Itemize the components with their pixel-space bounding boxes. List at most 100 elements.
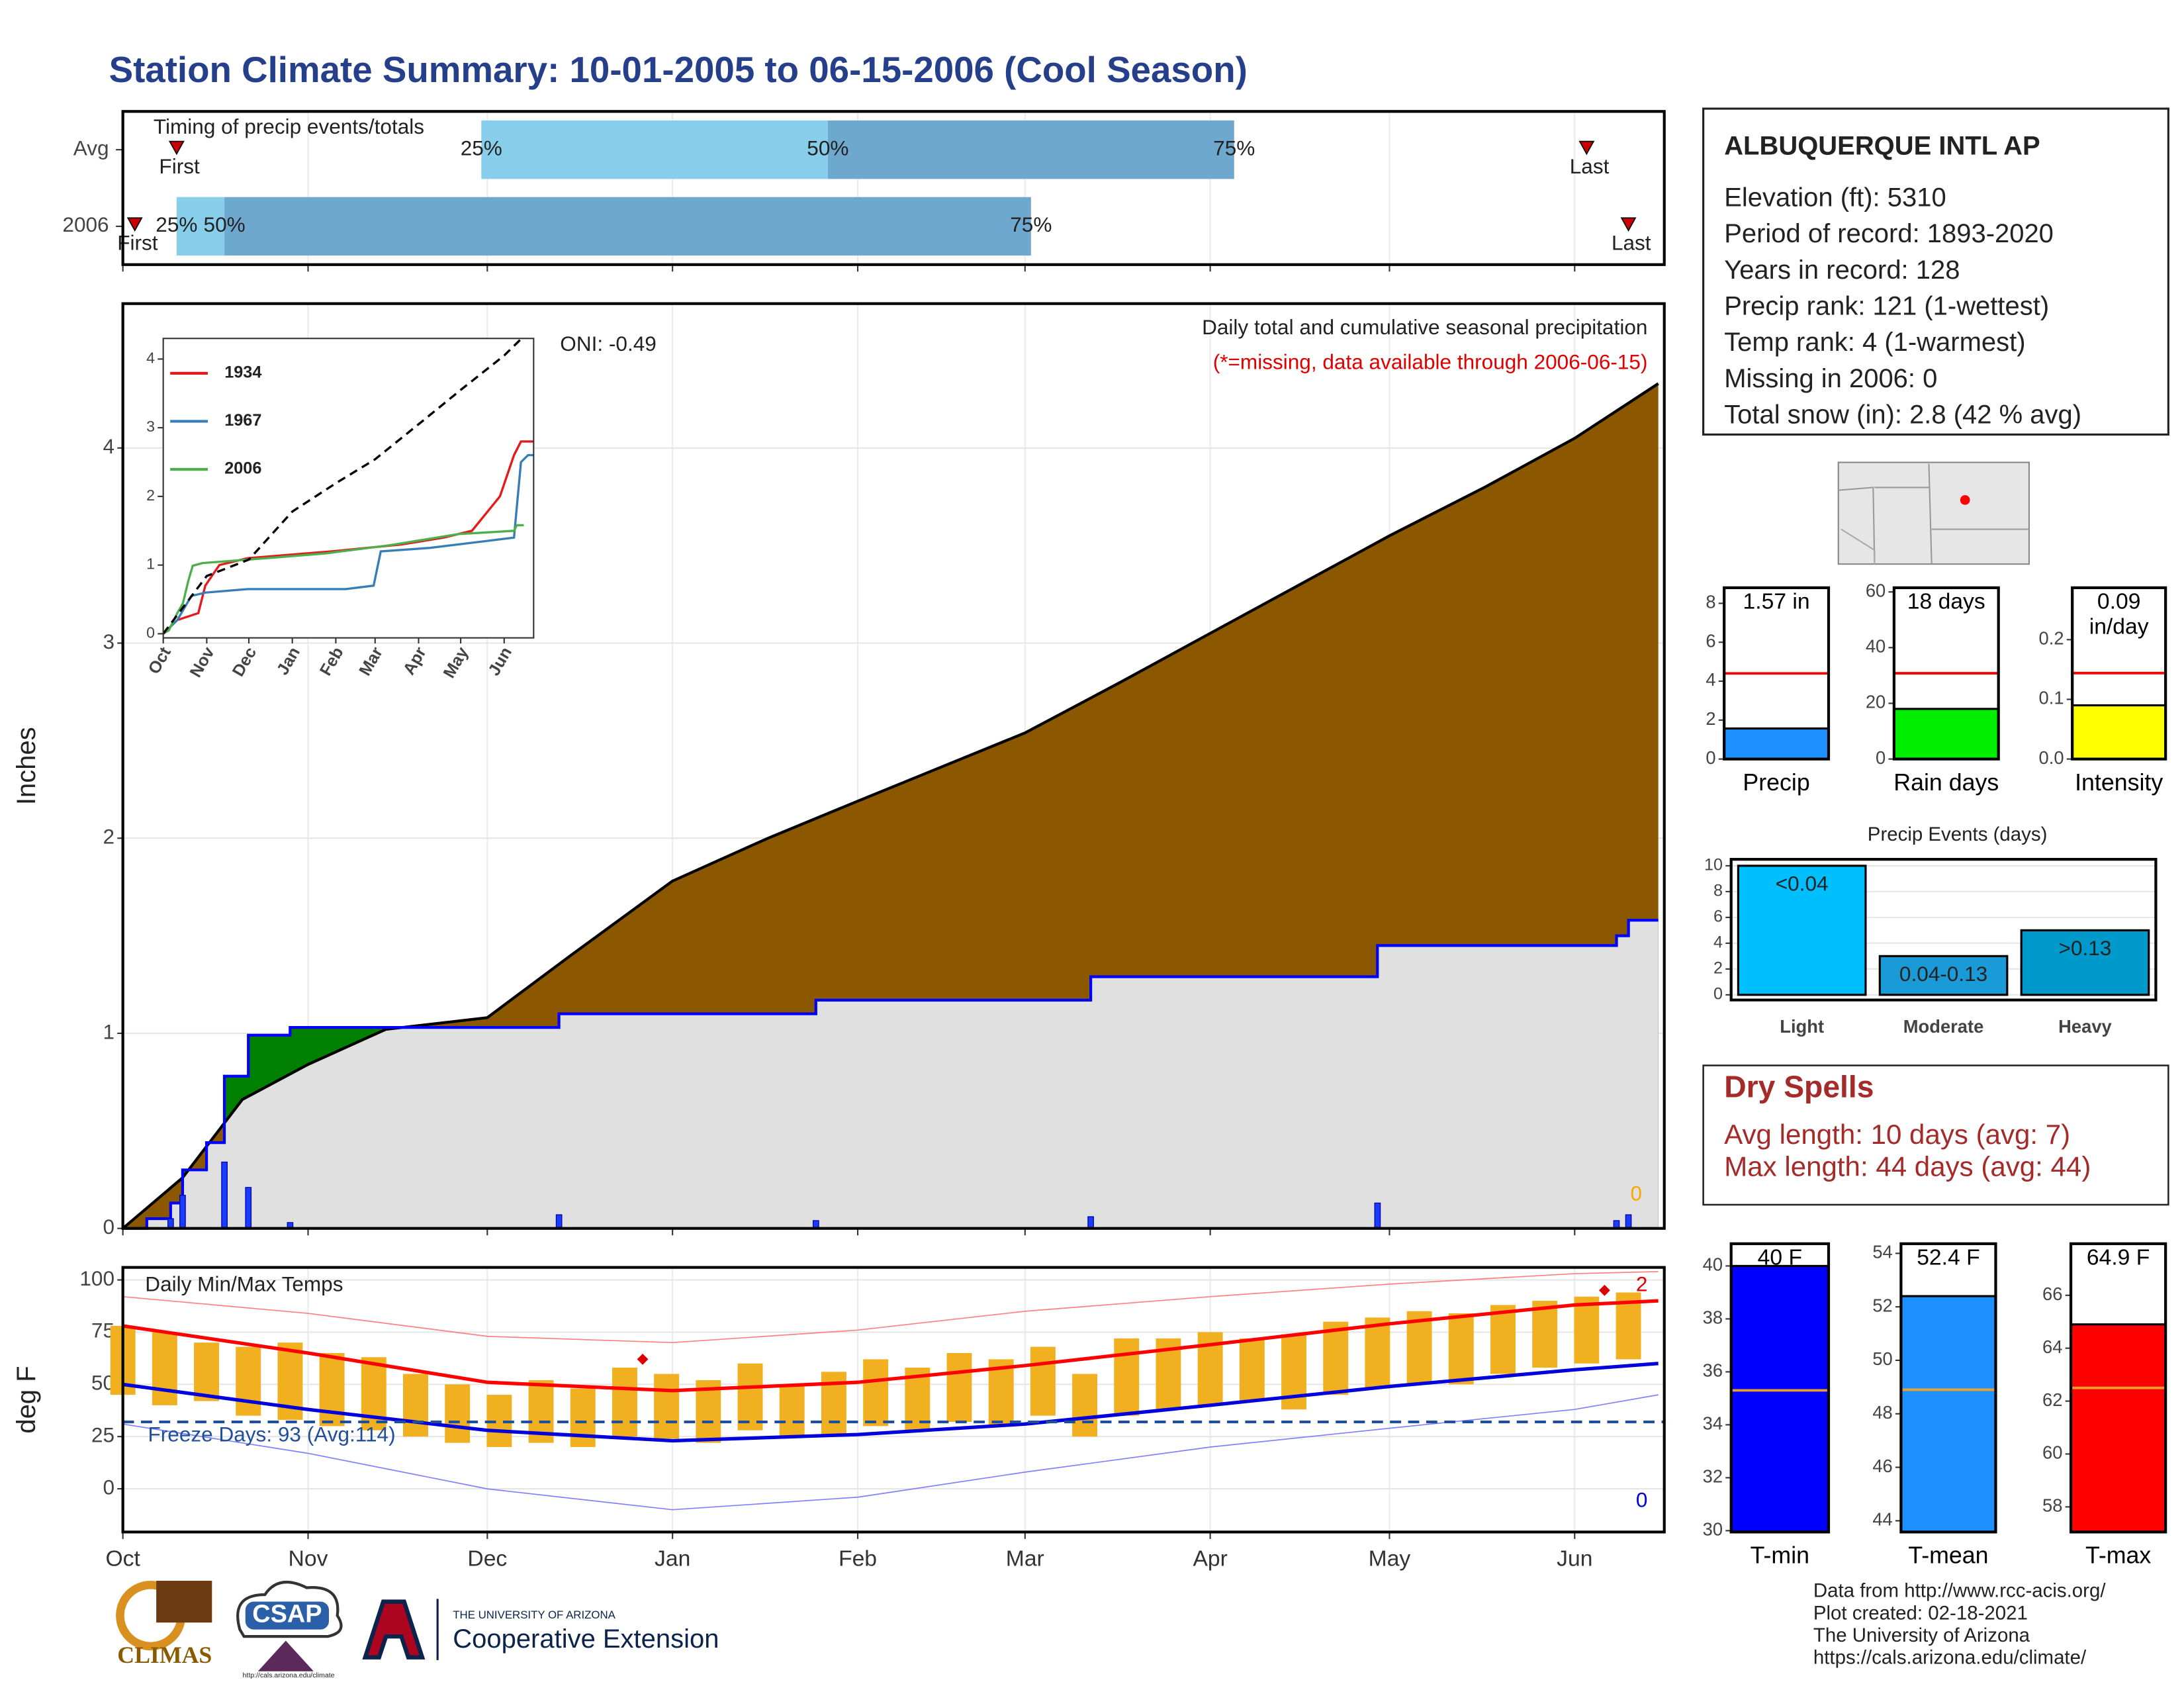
y-tick-label: 0 [1713,985,1723,1004]
daily-precip-bar [245,1187,252,1229]
y-tick-label: 6 [1713,908,1723,926]
bar [1723,727,1830,761]
station-line: Temp rank: 4 (1-warmest) [1724,328,2025,357]
observed-area [122,920,1659,1229]
y-tick-label: 40 [1703,1254,1723,1275]
csap-badge [245,1601,330,1630]
y-tick-label: 0.0 [2039,747,2064,768]
y-tick-label: 50 [1872,1348,1892,1369]
value-label: 1.57 in [1743,590,1810,614]
y-tick-label: 44 [1872,1509,1892,1530]
temp-range-bar [946,1352,972,1423]
y-tick-label: 4 [1713,933,1723,952]
temp-range-bar [779,1384,805,1437]
station-name: ALBUQUERQUE INTL AP [1724,132,2040,161]
x-tick-label: Oct [105,1546,140,1571]
x-tick-label: Apr [400,644,430,679]
record-marker [1599,1284,1610,1296]
record-line [122,1271,1659,1344]
panel-frame [1729,858,2158,1002]
logos: CLIMAS CSAP http://cals.arizona.edu/clim… [116,1580,719,1679]
y-tick-label: 0 [103,1475,114,1499]
y-tick-label: 100 [79,1266,114,1290]
y-tick-label: 66 [2042,1284,2062,1304]
map-frame [1837,461,2030,565]
value-label: 52.4 F [1917,1246,1980,1270]
average-line [122,382,1659,1230]
y-tick-label: 32 [1703,1466,1723,1487]
bar [2071,704,2167,761]
y-tick-label: 40 [1866,636,1886,657]
csap-text: CSAP [252,1601,322,1628]
record-low-count: 0 [1636,1487,1648,1511]
freeze-label: Freeze Days: 93 (Avg:114) [148,1422,396,1446]
timing-label: 75% [1010,212,1052,236]
y-tick-label: 0 [103,1215,114,1239]
station-line: Elevation (ft): 5310 [1724,183,1946,212]
x-tick-label: Jan [273,644,304,679]
y-tick-label: 1 [103,1019,114,1043]
value-label: 1.57 in [1743,590,1810,614]
climas-text: CLIMAS [117,1642,212,1668]
temp-range-bar [612,1368,637,1437]
temp-range-bar [1448,1313,1474,1385]
legend-label: 1967 [224,411,261,430]
bar [2020,929,2150,996]
temp-range-bar [1406,1311,1432,1385]
y-tick-label: 2 [146,487,155,504]
observed-line [122,918,1659,1230]
oni-label: ONI: -0.49 [560,332,657,355]
y-tick-label: 2 [1713,959,1723,978]
y-axis-label: deg F [12,1366,41,1433]
station-box [1702,107,2169,436]
value-label: 18 days [1907,590,1985,614]
y-tick-label: 10 [1704,856,1723,874]
x-tick-label: Feb [316,644,347,679]
station-line: Period of record: 1893-2020 [1724,219,2054,248]
value-label: 40 F [1758,1246,1802,1270]
y-tick-label: 46 [1872,1456,1892,1476]
snow-count: 0 [1631,1182,1643,1205]
daily-precip-bar [1374,1202,1381,1229]
x-tick-label: Feb [839,1546,877,1571]
dry-spell-box [1702,1064,2169,1206]
panel-frame [121,1266,1666,1534]
footer-line: https://cals.arizona.edu/climate/ [1813,1647,2087,1669]
x-tick-label: Moderate [1903,1016,1984,1037]
timing-marker [1620,217,1637,232]
timing-marker [1578,140,1595,156]
temp-range-bar [1532,1301,1558,1368]
temp-range-bar [1072,1374,1098,1437]
y-tick-label: 3 [103,630,114,653]
series-line [162,440,534,635]
y-tick-label: 2 [103,825,114,849]
value-label: 52.4 F [1917,1246,1980,1270]
daily-precip-bar [179,1194,186,1229]
y-tick-label: 4 [146,349,155,366]
y-tick-label: 34 [1703,1413,1723,1434]
x-tick-label: Precip [1743,769,1809,796]
x-tick-label: Jan [655,1546,690,1571]
x-tick-label: T-min [1751,1542,1809,1569]
dry-spell-line: Avg length: 10 days (avg: 7) [1724,1119,2070,1150]
x-tick-label: Oct [145,643,175,677]
footer-line: Data from http://www.rcc-acis.org/ [1813,1580,2106,1602]
temp-range-bar [821,1372,846,1435]
y-tick-label: 38 [1703,1307,1723,1328]
y-tick-label: 20 [1866,692,1886,712]
record-high-count: 2 [1636,1272,1648,1295]
x-tick-label: Intensity [2075,769,2163,796]
y-tick-label: 0.2 [2039,628,2064,649]
y-tick-label: 0 [1706,747,1715,768]
panel-title: Precip Events (days) [1868,823,2048,845]
y-tick-label: 3 [146,418,155,435]
university-text: THE UNIVERSITY OF ARIZONA [453,1609,615,1621]
page-title: Station Climate Summary: 10-01-2005 to 0… [109,49,1248,90]
y-tick-label: 0 [146,624,155,641]
temp-range-bar [1239,1338,1265,1401]
temp-range-bar [1490,1305,1516,1374]
panel-frame [121,110,1666,266]
series-line [162,335,525,635]
row-label: Avg [73,136,109,160]
dry-spell-title: Dry Spells [1724,1070,1874,1104]
